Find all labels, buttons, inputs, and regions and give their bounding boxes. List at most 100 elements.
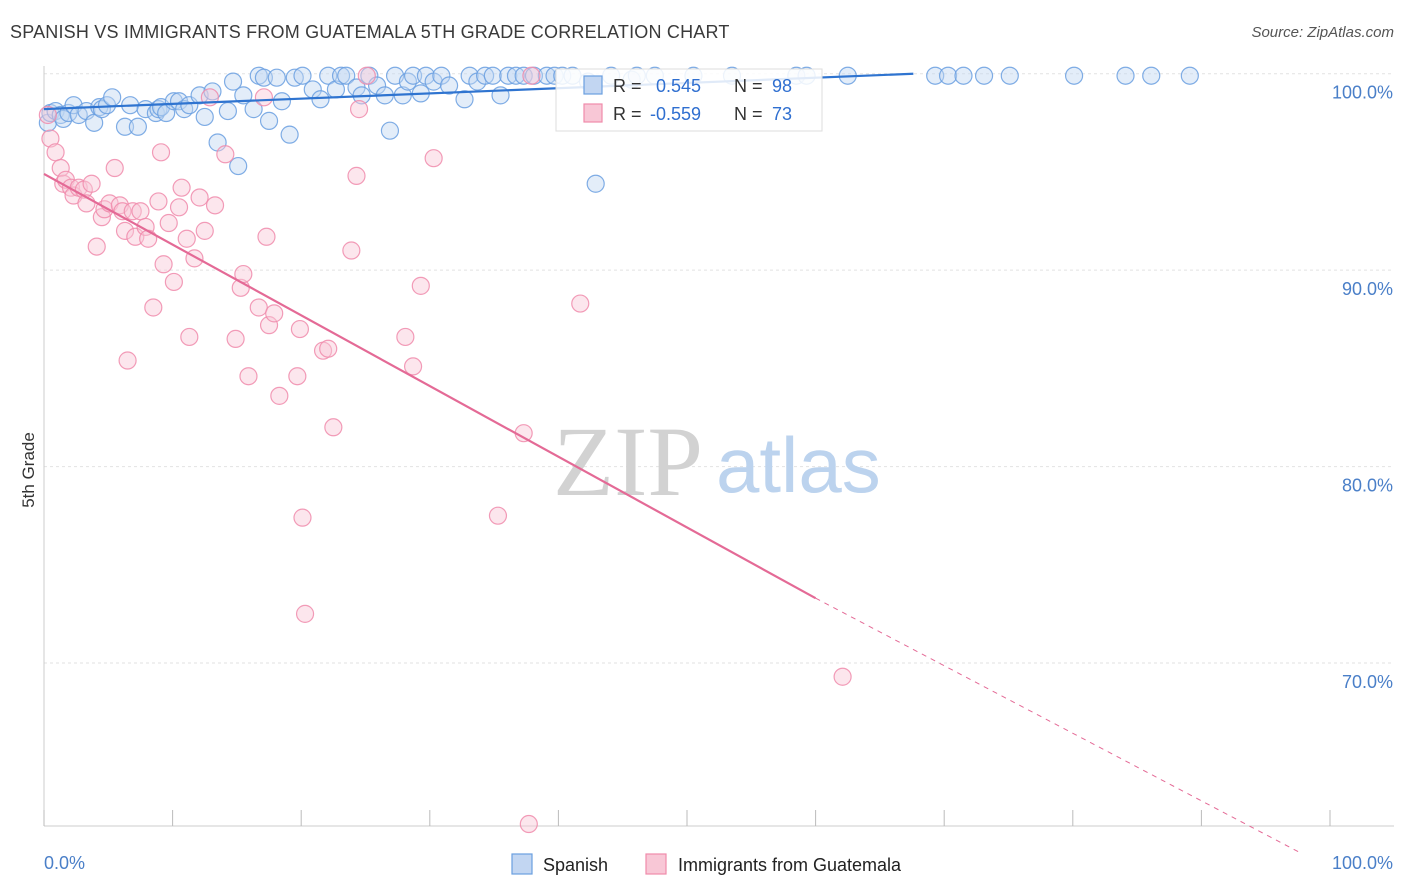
spanish-point <box>218 101 237 121</box>
spanish-point <box>103 88 122 107</box>
guatemala-point <box>319 339 338 358</box>
guatemala-point <box>239 367 258 386</box>
y-tick-label: 90.0% <box>1342 279 1393 299</box>
guatemala-point <box>290 319 310 339</box>
spanish-point <box>272 92 292 111</box>
guatemala-point <box>115 221 135 240</box>
stats-r-label-guatemala: R = <box>613 104 642 124</box>
guatemala-point <box>46 143 65 162</box>
spanish-point <box>128 117 147 136</box>
guatemala-point <box>87 237 106 256</box>
spanish-point <box>506 66 526 85</box>
guatemala-point <box>51 158 70 178</box>
spanish-point <box>1116 66 1135 85</box>
spanish-point <box>293 66 312 85</box>
guatemala-point <box>411 276 430 295</box>
y-tick-label: 100.0% <box>1332 83 1393 103</box>
spanish-point <box>1064 66 1084 85</box>
guatemala-point <box>324 418 343 437</box>
guatemala-point <box>257 227 276 246</box>
x-tick-label: 0.0% <box>44 853 85 873</box>
guatemala-point <box>164 272 183 292</box>
guatemala-point <box>293 508 312 527</box>
axes <box>43 66 1394 827</box>
watermark: ZIP atlas <box>553 406 881 517</box>
stats-n-value-guatemala: 73 <box>772 104 792 124</box>
spanish-point <box>398 72 418 91</box>
guatemala-point <box>144 298 163 317</box>
spanish-point <box>259 111 279 130</box>
legend-label-spanish: Spanish <box>543 855 608 875</box>
guatemala-point <box>349 100 369 119</box>
guatemala-point <box>226 329 245 349</box>
y-tick-label: 70.0% <box>1342 672 1393 692</box>
spanish-point <box>1000 66 1019 85</box>
guatemala-point <box>249 298 268 317</box>
spanish-point <box>311 90 330 109</box>
spanish-point <box>229 156 248 176</box>
guatemala-point <box>357 66 376 85</box>
stats-n-value-spanish: 98 <box>772 76 792 96</box>
legend: Spanish Immigrants from Guatemala <box>511 853 902 875</box>
guatemala-point <box>190 188 209 207</box>
guatemala-point <box>139 229 158 248</box>
watermark-zip: ZIP <box>553 406 703 517</box>
spanish-point <box>1142 66 1161 85</box>
guatemala-point <box>38 105 57 125</box>
guatemala-point <box>169 198 189 217</box>
spanish-point <box>954 66 973 85</box>
guatemala-point <box>347 166 366 185</box>
guatemala-point <box>265 304 284 323</box>
spanish-point <box>403 66 423 85</box>
guatemala-point <box>205 196 225 215</box>
chart-title: SPANISH VS IMMIGRANTS FROM GUATEMALA 5TH… <box>10 22 730 42</box>
guatemala-point <box>833 667 852 686</box>
stats-n-label-guatemala: N = <box>734 104 763 124</box>
legend-swatch-spanish <box>511 853 533 875</box>
guatemala-point <box>396 327 415 347</box>
stats-swatch-spanish <box>583 75 603 95</box>
source-credit: Source: ZipAtlas.com <box>1251 24 1394 41</box>
spanish-point <box>432 66 451 85</box>
spanish-point <box>439 76 459 95</box>
spanish-point <box>537 66 556 85</box>
guatemala-point <box>41 129 60 148</box>
spanish-point <box>223 72 243 91</box>
spanish-point <box>475 66 495 85</box>
guatemala-point <box>259 316 279 335</box>
guatemala-point <box>118 351 137 370</box>
guatemala-point <box>123 202 142 221</box>
guatemala-point <box>288 367 307 386</box>
tick-labels: 100.0% 90.0% 80.0% 70.0% 0.0% 100.0% <box>44 83 1393 873</box>
spanish-point <box>234 86 253 105</box>
guatemala-point <box>424 149 443 168</box>
guatemala-point <box>151 143 171 162</box>
guatemala-point <box>488 506 508 525</box>
y-axis-title: 5th Grade <box>19 432 38 508</box>
stats-r-value-guatemala: -0.559 <box>650 104 701 124</box>
spanish-point <box>514 66 533 85</box>
spanish-point <box>331 66 351 85</box>
stats-r-label-spanish: R = <box>613 76 642 96</box>
y-tick-label: 80.0% <box>1342 476 1393 496</box>
guatemala-point <box>105 158 124 178</box>
spanish-point <box>337 66 356 85</box>
guatemala-point <box>159 213 178 233</box>
spanish-point <box>267 68 286 87</box>
spanish-point <box>195 107 214 127</box>
spanish-point <box>280 125 299 144</box>
guatemala-point <box>82 174 101 193</box>
guatemala-point <box>154 255 173 274</box>
guatemala-trend-extension <box>815 597 1302 854</box>
stats-swatch-guatemala <box>583 103 603 123</box>
spanish-point <box>1180 66 1199 85</box>
spanish-point <box>380 121 400 140</box>
guatemala-point <box>195 221 214 240</box>
spanish-point <box>115 117 135 136</box>
spanish-point <box>926 66 945 85</box>
guatemala-point <box>403 357 423 376</box>
guatemala-point <box>216 145 235 164</box>
guatemala-point <box>342 241 361 260</box>
spanish-point <box>254 68 274 87</box>
guatemala-point <box>571 294 590 313</box>
